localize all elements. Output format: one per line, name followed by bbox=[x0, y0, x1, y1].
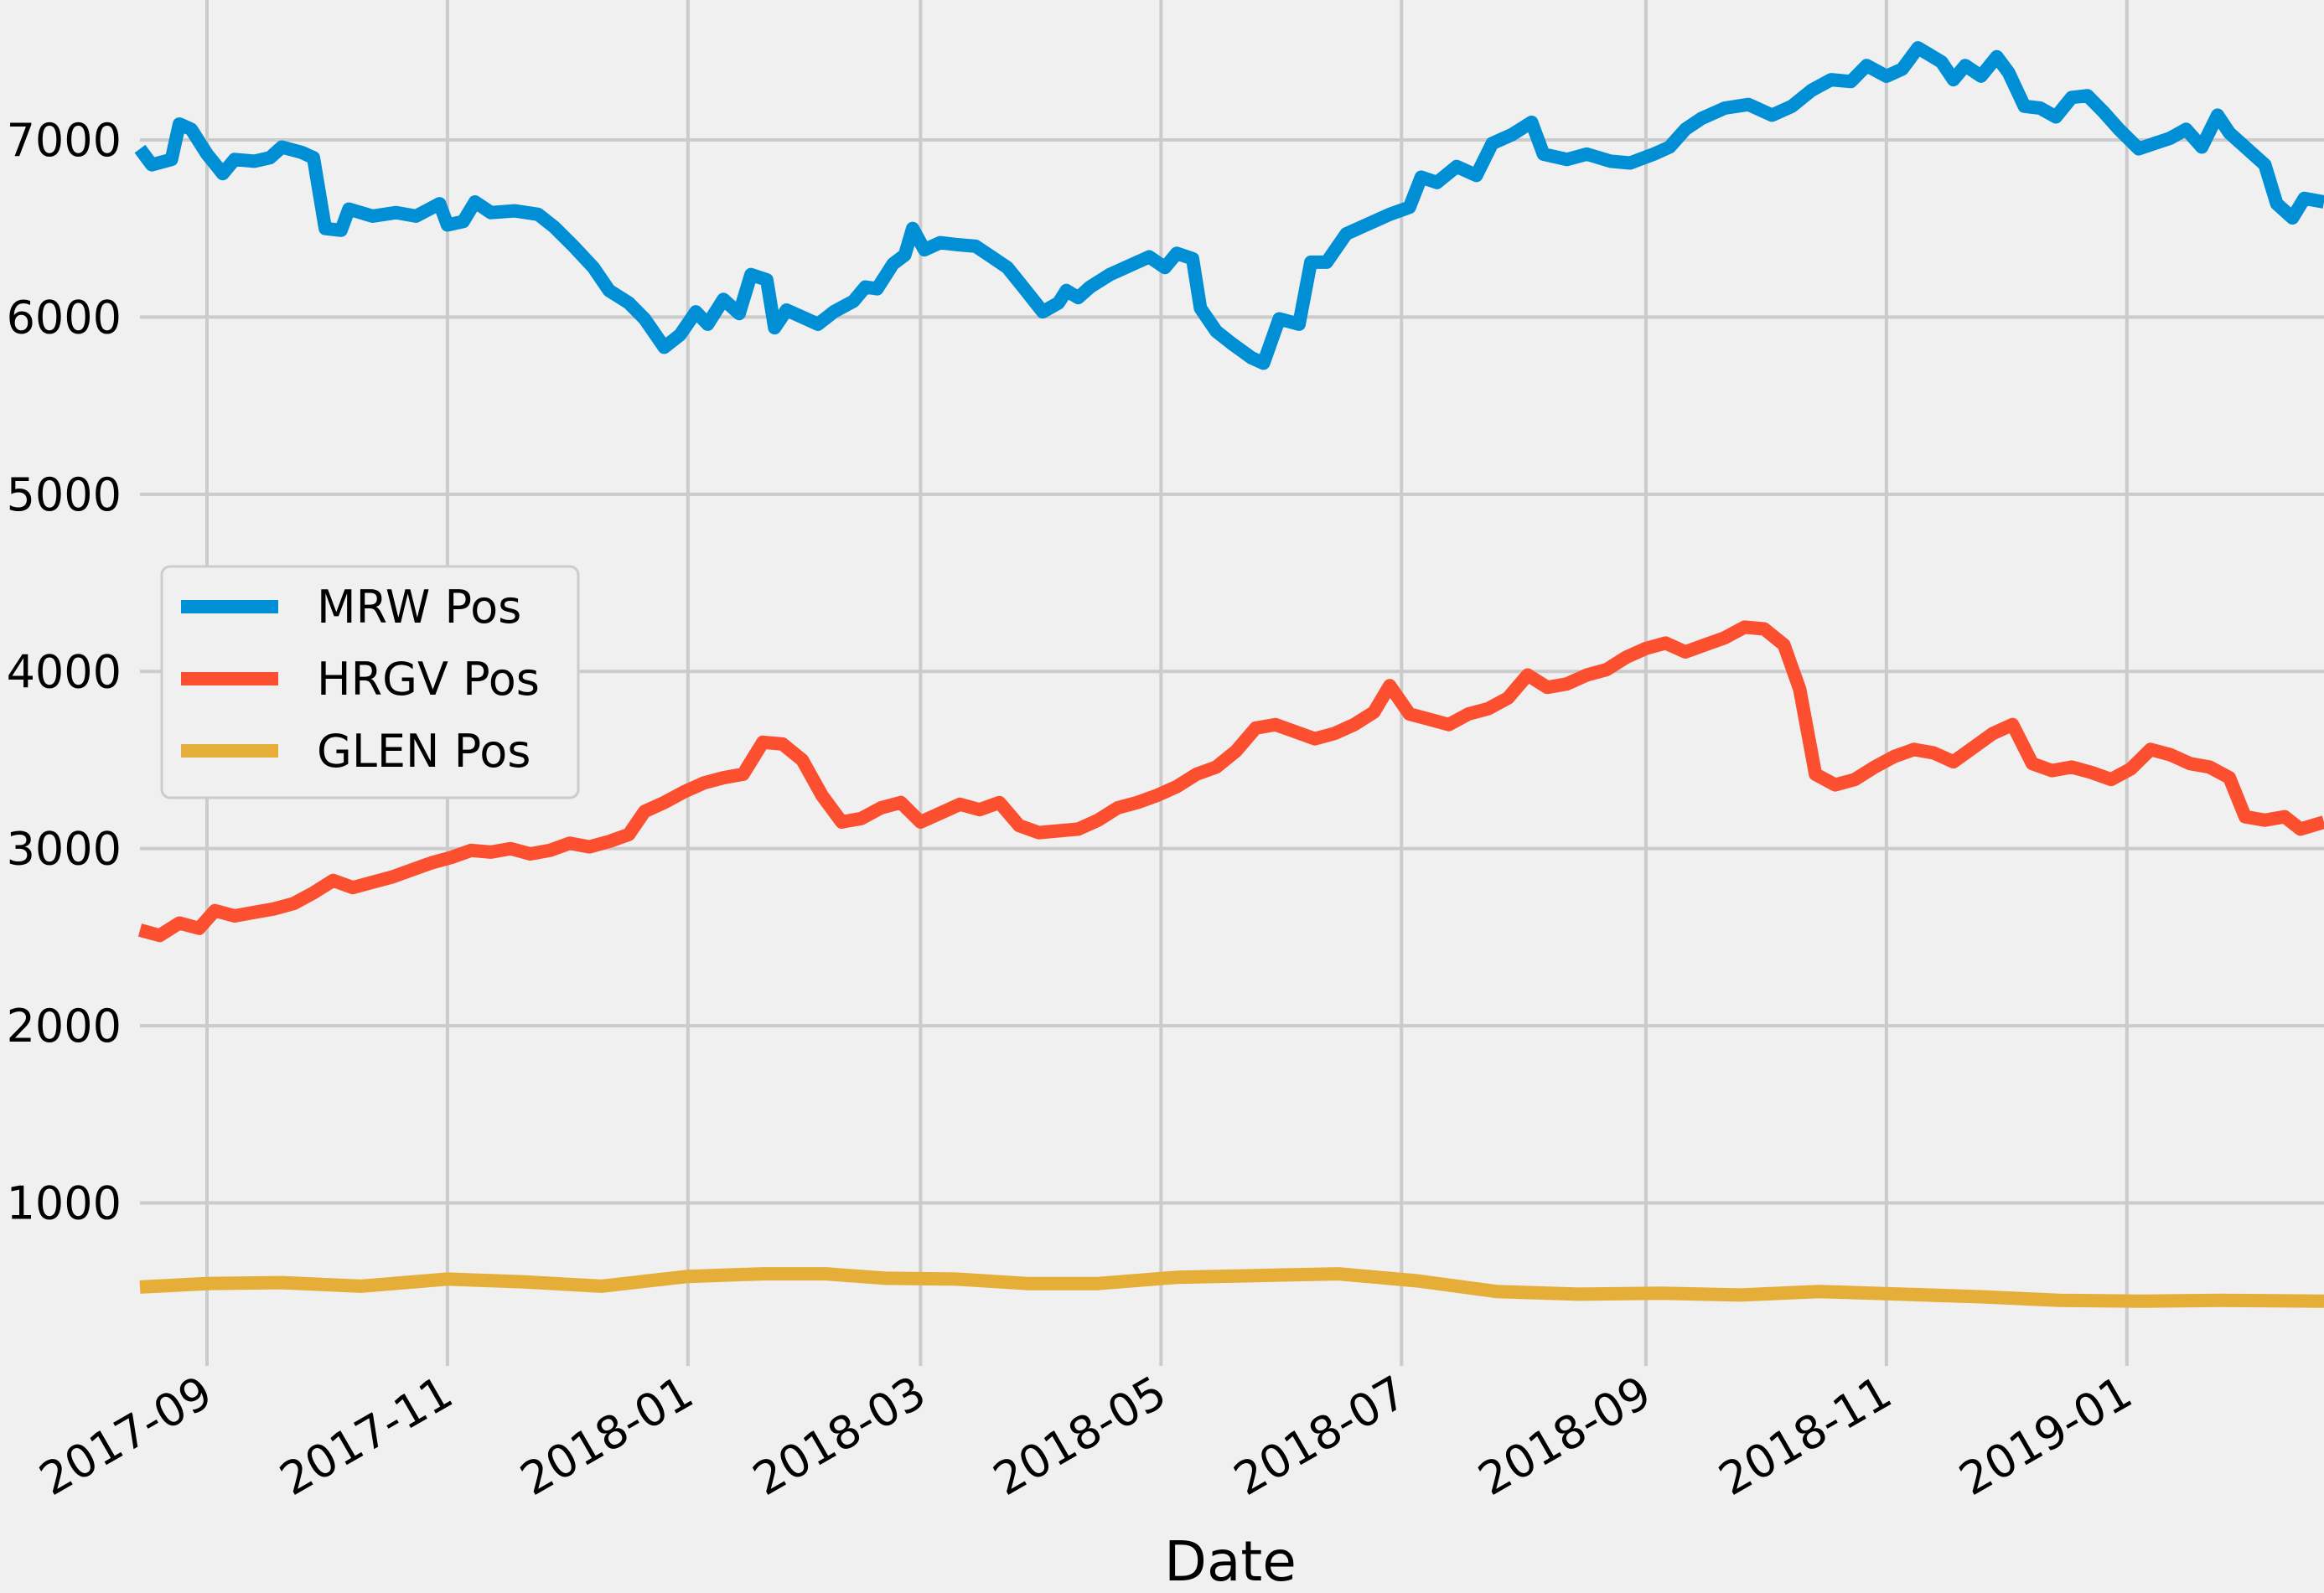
y-tick-label: 5000 bbox=[7, 468, 122, 521]
y-tick-label: 7000 bbox=[7, 114, 122, 167]
series-line-mrw-pos bbox=[134, 41, 2324, 370]
series-lines bbox=[134, 41, 2324, 1308]
x-axis-label: Date bbox=[1164, 1529, 1297, 1593]
y-tick-label: 2000 bbox=[7, 1000, 122, 1053]
legend-label: GLEN Pos bbox=[317, 725, 531, 778]
series-line-hrgv-pos bbox=[137, 620, 2324, 943]
y-tick-label: 4000 bbox=[7, 645, 122, 698]
legend-label: HRGV Pos bbox=[317, 653, 540, 706]
legend-label: MRW Pos bbox=[317, 581, 521, 634]
series-line-glen-pos bbox=[139, 1267, 2324, 1308]
legend: MRW Pos HRGV Pos GLEN Pos bbox=[160, 565, 580, 799]
y-tick-label: 6000 bbox=[7, 291, 122, 344]
y-tick-labels: 1000 2000 3000 4000 5000 6000 7000 bbox=[7, 114, 122, 1229]
y-gridlines bbox=[140, 138, 2324, 1205]
y-tick-label: 1000 bbox=[7, 1177, 122, 1229]
y-tick-label: 3000 bbox=[7, 823, 122, 876]
legend-box bbox=[160, 565, 580, 799]
